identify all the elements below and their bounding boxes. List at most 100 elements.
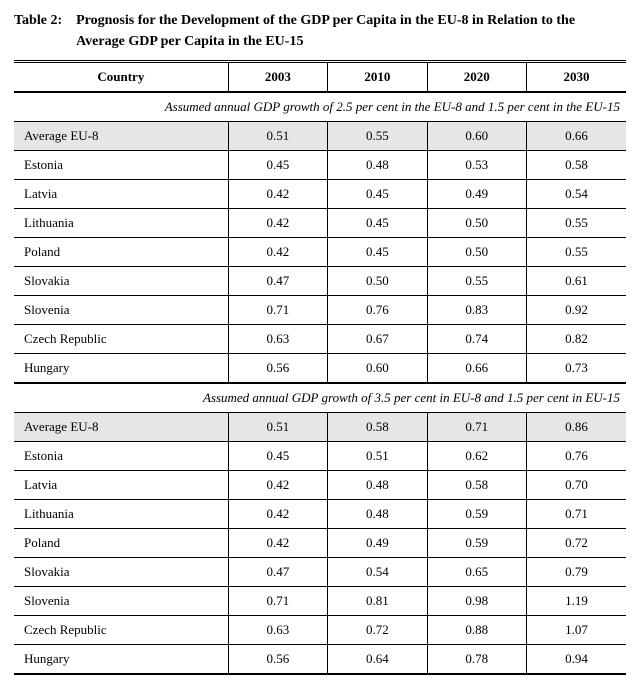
value-cell: 0.61	[527, 267, 626, 296]
value-cell: 0.79	[527, 558, 626, 587]
table-row: Poland0.420.490.590.72	[14, 529, 626, 558]
table-row: Poland0.420.450.500.55	[14, 238, 626, 267]
table-row: Slovenia0.710.810.981.19	[14, 587, 626, 616]
value-cell: 0.51	[228, 122, 327, 151]
value-cell: 0.73	[527, 354, 626, 384]
value-cell: 0.72	[328, 616, 427, 645]
country-cell: Slovakia	[14, 267, 228, 296]
country-cell: Average EU-8	[14, 413, 228, 442]
value-cell: 0.71	[427, 413, 526, 442]
table-title-prefix: Table 2:	[14, 10, 76, 52]
section-caption-row: Assumed annual GDP growth of 2.5 per cen…	[14, 92, 626, 122]
country-cell: Average EU-8	[14, 122, 228, 151]
value-cell: 0.88	[427, 616, 526, 645]
value-cell: 0.76	[527, 442, 626, 471]
table-row: Czech Republic0.630.670.740.82	[14, 325, 626, 354]
value-cell: 0.71	[527, 500, 626, 529]
value-cell: 0.63	[228, 325, 327, 354]
value-cell: 0.55	[527, 238, 626, 267]
value-cell: 0.59	[427, 529, 526, 558]
value-cell: 0.67	[328, 325, 427, 354]
table-row: Estonia0.450.480.530.58	[14, 151, 626, 180]
table-row: Hungary0.560.600.660.73	[14, 354, 626, 384]
table-title-text: Prognosis for the Development of the GDP…	[76, 10, 626, 52]
value-cell: 0.56	[228, 645, 327, 675]
country-cell: Czech Republic	[14, 325, 228, 354]
value-cell: 0.76	[328, 296, 427, 325]
section-caption: Assumed annual GDP growth of 3.5 per cen…	[14, 383, 626, 413]
col-header-2030: 2030	[527, 62, 626, 93]
value-cell: 0.42	[228, 471, 327, 500]
table-header-row: Country 2003 2010 2020 2030	[14, 62, 626, 93]
average-row: Average EU-80.510.550.600.66	[14, 122, 626, 151]
country-cell: Poland	[14, 238, 228, 267]
value-cell: 0.48	[328, 500, 427, 529]
country-cell: Lithuania	[14, 209, 228, 238]
country-cell: Estonia	[14, 442, 228, 471]
value-cell: 0.78	[427, 645, 526, 675]
value-cell: 0.42	[228, 529, 327, 558]
value-cell: 0.58	[427, 471, 526, 500]
value-cell: 0.50	[328, 267, 427, 296]
value-cell: 0.83	[427, 296, 526, 325]
value-cell: 0.59	[427, 500, 526, 529]
country-cell: Lithuania	[14, 500, 228, 529]
country-cell: Estonia	[14, 151, 228, 180]
value-cell: 0.49	[328, 529, 427, 558]
value-cell: 0.86	[527, 413, 626, 442]
value-cell: 0.42	[228, 500, 327, 529]
value-cell: 0.51	[228, 413, 327, 442]
col-header-2003: 2003	[228, 62, 327, 93]
value-cell: 0.51	[328, 442, 427, 471]
value-cell: 0.66	[527, 122, 626, 151]
value-cell: 0.45	[328, 209, 427, 238]
value-cell: 0.64	[328, 645, 427, 675]
country-cell: Slovenia	[14, 296, 228, 325]
section-caption: Assumed annual GDP growth of 2.5 per cen…	[14, 92, 626, 122]
country-cell: Slovenia	[14, 587, 228, 616]
table-row: Slovakia0.470.540.650.79	[14, 558, 626, 587]
value-cell: 0.72	[527, 529, 626, 558]
country-cell: Latvia	[14, 471, 228, 500]
value-cell: 1.07	[527, 616, 626, 645]
value-cell: 0.94	[527, 645, 626, 675]
average-row: Average EU-80.510.580.710.86	[14, 413, 626, 442]
value-cell: 1.19	[527, 587, 626, 616]
value-cell: 0.60	[427, 122, 526, 151]
value-cell: 0.49	[427, 180, 526, 209]
value-cell: 0.63	[228, 616, 327, 645]
table-row: Slovenia0.710.760.830.92	[14, 296, 626, 325]
table-row: Lithuania0.420.480.590.71	[14, 500, 626, 529]
value-cell: 0.42	[228, 238, 327, 267]
value-cell: 0.47	[228, 558, 327, 587]
value-cell: 0.45	[328, 180, 427, 209]
country-cell: Hungary	[14, 645, 228, 675]
value-cell: 0.56	[228, 354, 327, 384]
country-cell: Poland	[14, 529, 228, 558]
value-cell: 0.50	[427, 238, 526, 267]
value-cell: 0.82	[527, 325, 626, 354]
value-cell: 0.48	[328, 471, 427, 500]
value-cell: 0.45	[228, 151, 327, 180]
col-header-country: Country	[14, 62, 228, 93]
value-cell: 0.42	[228, 180, 327, 209]
value-cell: 0.66	[427, 354, 526, 384]
section-caption-row: Assumed annual GDP growth of 3.5 per cen…	[14, 383, 626, 413]
value-cell: 0.58	[527, 151, 626, 180]
value-cell: 0.55	[328, 122, 427, 151]
country-cell: Slovakia	[14, 558, 228, 587]
country-cell: Hungary	[14, 354, 228, 384]
value-cell: 0.55	[427, 267, 526, 296]
value-cell: 0.42	[228, 209, 327, 238]
table-row: Slovakia0.470.500.550.61	[14, 267, 626, 296]
table-row: Latvia0.420.480.580.70	[14, 471, 626, 500]
table-title: Table 2: Prognosis for the Development o…	[14, 10, 626, 52]
col-header-2020: 2020	[427, 62, 526, 93]
value-cell: 0.54	[328, 558, 427, 587]
table-body: Assumed annual GDP growth of 2.5 per cen…	[14, 92, 626, 674]
value-cell: 0.92	[527, 296, 626, 325]
col-header-2010: 2010	[328, 62, 427, 93]
value-cell: 0.62	[427, 442, 526, 471]
value-cell: 0.98	[427, 587, 526, 616]
table-row: Czech Republic0.630.720.881.07	[14, 616, 626, 645]
